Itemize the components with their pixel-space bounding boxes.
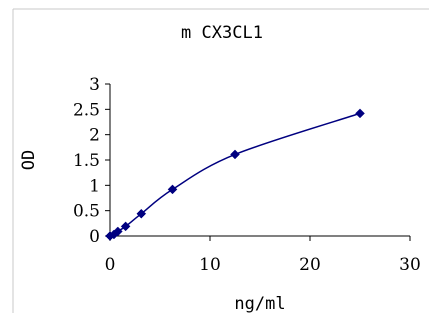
x-axis-label: ng/ml xyxy=(234,294,285,314)
y-tick-label: 2 xyxy=(89,126,100,146)
x-tick-label: 30 xyxy=(399,255,421,275)
chart-title: m CX3CL1 xyxy=(181,23,263,43)
data-point-marker xyxy=(136,208,147,219)
data-point-marker xyxy=(355,108,365,119)
y-tick-label: 0.5 xyxy=(73,202,100,222)
y-tick-label: 1 xyxy=(89,176,100,196)
data-point-marker xyxy=(120,221,131,232)
data-point-marker xyxy=(167,184,178,195)
data-point-marker xyxy=(230,149,240,160)
tick-labels: 00.511.522.530 10 20 30 xyxy=(73,75,421,275)
axes xyxy=(105,83,411,241)
x-tick-label: 10 xyxy=(199,255,221,275)
data-markers xyxy=(105,108,365,241)
y-tick-label: 0 xyxy=(89,227,100,247)
x-tick-label: 20 xyxy=(299,255,321,275)
y-axis-label: OD xyxy=(19,150,39,170)
data-point-marker xyxy=(112,226,123,237)
y-tick-label: 1.5 xyxy=(73,151,100,171)
y-tick-label: 2.5 xyxy=(73,100,100,120)
y-tick-label: 3 xyxy=(89,75,100,95)
x-tick-label: 0 xyxy=(105,255,116,275)
